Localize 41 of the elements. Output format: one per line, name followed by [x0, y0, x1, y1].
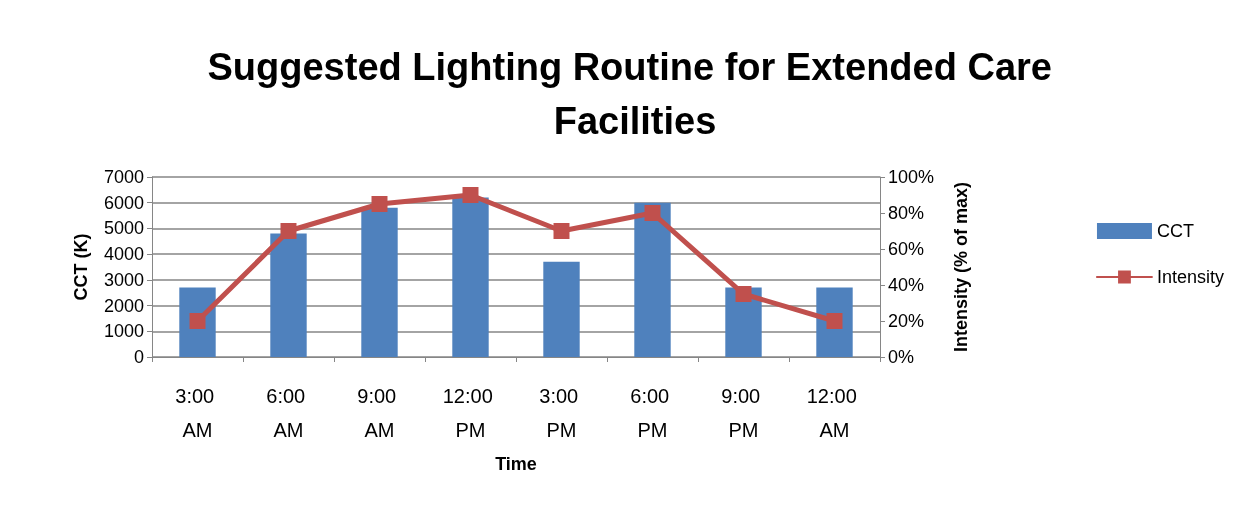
bar — [543, 261, 580, 357]
point — [280, 223, 297, 239]
x-tick-label: 9:00 PM — [721, 385, 766, 441]
y2-tick-label: 0% — [888, 347, 915, 367]
point — [462, 187, 479, 203]
legend-label: Intensity — [1156, 267, 1225, 287]
point — [371, 196, 388, 212]
y2-axis-title: Intensity (% of max) — [951, 181, 971, 353]
y-tick-label: 6000 — [103, 192, 144, 213]
point — [735, 286, 752, 302]
legend-label: CCT — [1156, 221, 1194, 241]
bar — [452, 197, 489, 357]
bar — [361, 207, 398, 357]
x-tick-label: 12:00 PM — [442, 385, 499, 441]
y-tick-label: 7000 — [103, 167, 144, 187]
y2-tick-label: 20% — [888, 311, 925, 331]
x-tick-label: 12:00 AM — [806, 385, 863, 441]
chart-title: Suggested Lighting Routine for Extended Care Facilities — [207, 46, 1063, 142]
point — [189, 313, 206, 329]
y2-tick-label: 40% — [888, 275, 925, 295]
x-axis-title: Time — [495, 454, 537, 474]
y2-tick-label: 60% — [888, 239, 925, 259]
x-tick-label: 3:00 AM — [175, 385, 220, 441]
y-tick-label: 2000 — [103, 295, 144, 316]
x-tick-label: 9:00 AM — [357, 385, 402, 441]
bar — [634, 202, 671, 357]
y2-tick-label: 80% — [888, 203, 925, 223]
y2-tick-label: 100% — [888, 167, 935, 187]
point — [644, 205, 661, 221]
y-tick-label: 0 — [133, 347, 144, 367]
x-tick-label: 6:00 AM — [266, 385, 311, 441]
bar — [270, 233, 307, 357]
y-tick-label: 5000 — [103, 218, 144, 239]
y-axis-title: CCT (K) — [71, 233, 91, 301]
y-tick-label: 4000 — [103, 244, 144, 265]
x-tick-label: 6:00 PM — [630, 385, 675, 441]
y-tick-label: 1000 — [103, 321, 144, 342]
x-tick-label: 3:00 PM — [539, 385, 584, 441]
y-tick-label: 3000 — [103, 269, 144, 290]
point — [553, 223, 570, 239]
point — [826, 313, 843, 329]
